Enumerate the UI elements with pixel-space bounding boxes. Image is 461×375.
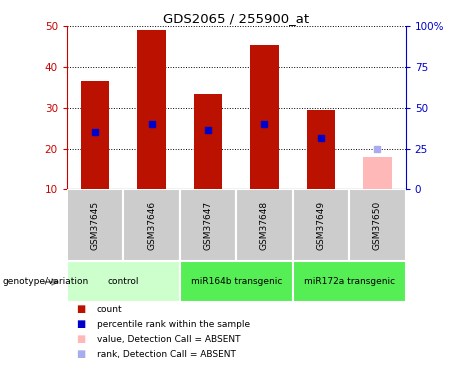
Bar [250, 45, 278, 189]
Text: percentile rank within the sample: percentile rank within the sample [97, 320, 250, 329]
Text: GSM37647: GSM37647 [203, 200, 213, 250]
Bar [307, 110, 335, 189]
Bar [349, 189, 406, 261]
Bar [236, 189, 293, 261]
Bar [137, 30, 165, 189]
Text: ■: ■ [76, 350, 85, 359]
Bar [67, 189, 123, 261]
Text: GSM37649: GSM37649 [316, 200, 325, 250]
Bar [67, 261, 180, 302]
Text: miR172a transgenic: miR172a transgenic [304, 277, 395, 286]
Bar [180, 189, 236, 261]
Text: ■: ■ [76, 304, 85, 314]
Text: rank, Detection Call = ABSENT: rank, Detection Call = ABSENT [97, 350, 236, 359]
Bar [293, 189, 349, 261]
Bar [363, 157, 391, 189]
Text: GSM37646: GSM37646 [147, 200, 156, 250]
Bar [194, 93, 222, 189]
Text: count: count [97, 305, 123, 314]
Bar [293, 261, 406, 302]
Text: ■: ■ [76, 334, 85, 344]
Bar [180, 261, 293, 302]
Text: GSM37650: GSM37650 [373, 200, 382, 250]
Title: GDS2065 / 255900_at: GDS2065 / 255900_at [163, 12, 309, 25]
Text: GSM37648: GSM37648 [260, 200, 269, 250]
Text: ■: ■ [76, 320, 85, 329]
Text: genotype/variation: genotype/variation [2, 278, 89, 286]
Text: miR164b transgenic: miR164b transgenic [190, 277, 282, 286]
Text: GSM37645: GSM37645 [90, 200, 100, 250]
Text: value, Detection Call = ABSENT: value, Detection Call = ABSENT [97, 335, 240, 344]
Bar [81, 81, 109, 189]
Text: control: control [107, 277, 139, 286]
Bar [123, 189, 180, 261]
